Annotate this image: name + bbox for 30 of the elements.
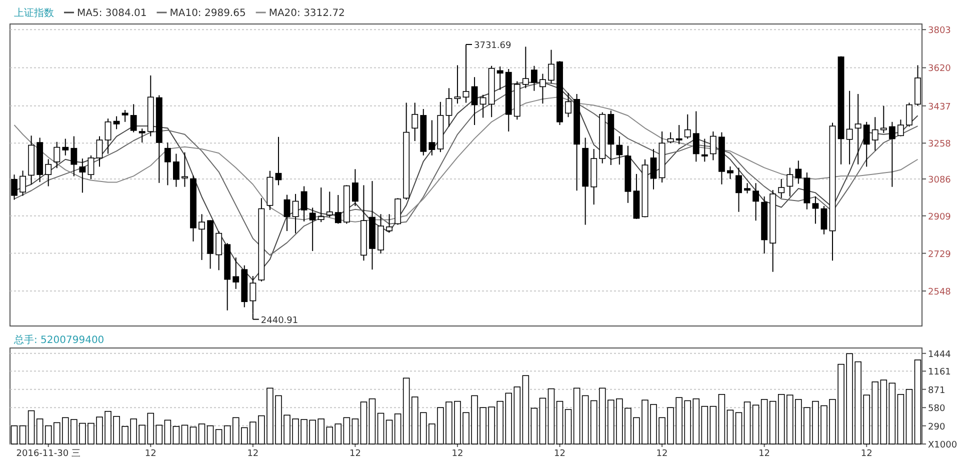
x-tick-label: 12	[452, 449, 464, 459]
chart-title: 总手: 5200799400	[13, 334, 104, 346]
x-tick-label: 12	[554, 449, 566, 459]
x-tick-label: 2016-11-30 三	[16, 449, 80, 459]
y-tick-label: 580	[928, 404, 946, 414]
y-tick-label: X1000	[928, 440, 958, 450]
x-tick-label: 12	[144, 449, 156, 459]
y-tick-label: 3258	[928, 140, 952, 150]
x-tick-label: 12	[860, 449, 872, 459]
chart-title: 上证指数	[14, 7, 54, 19]
y-tick-label: 871	[928, 386, 946, 396]
x-tick-label: 12	[656, 449, 668, 459]
x-tick-label: 12	[349, 449, 361, 459]
y-tick-label: 3437	[928, 102, 951, 112]
y-tick-label: 3620	[928, 64, 952, 74]
legend-label: MA5: 3084.01	[77, 8, 147, 19]
annotation: 3731.69	[474, 40, 512, 51]
legend-label: MA20: 3312.72	[268, 8, 345, 19]
y-tick-label: 2909	[928, 212, 952, 222]
y-tick-label: 290	[928, 422, 946, 432]
y-tick-label: 3803	[928, 26, 951, 36]
x-tick-label: 12	[247, 449, 259, 459]
y-tick-label: 2548	[928, 288, 952, 298]
y-tick-label: 2729	[928, 250, 952, 260]
legend-label: MA10: 2989.65	[170, 8, 246, 19]
y-tick-label: 1444	[928, 350, 952, 360]
x-tick-label: 12	[758, 449, 770, 459]
annotation: 2440.91	[260, 316, 298, 326]
y-tick-label: 1161	[928, 368, 951, 378]
y-tick-label: 3086	[928, 175, 952, 186]
